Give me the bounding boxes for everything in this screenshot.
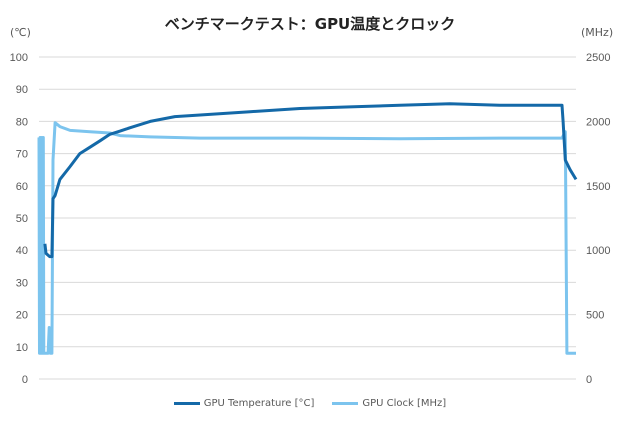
right-axis-unit: (MHz): [581, 26, 614, 39]
legend-label: GPU Clock [MHz]: [362, 398, 447, 409]
left-tick-label: 20: [16, 310, 28, 322]
left-tick-label: 40: [16, 245, 28, 257]
left-tick-label: 80: [16, 116, 28, 128]
series-line-temperature: [43, 102, 578, 259]
chart-title: ベンチマークテスト：GPU温度とクロック: [164, 15, 456, 33]
legend-swatch: [332, 402, 359, 405]
right-tick-label: 500: [586, 310, 604, 322]
series-line-clock: [37, 121, 576, 355]
right-tick-label: 2500: [586, 52, 610, 64]
legend-item-temperature: GPU Temperature [°C]: [173, 398, 315, 409]
legend-swatch: [173, 402, 200, 405]
left-axis-unit: (℃): [10, 26, 31, 39]
legend: GPU Temperature [°C] GPU Clock [MHz]: [0, 398, 620, 409]
left-tick-label: 60: [16, 181, 28, 193]
legend-item-clock: GPU Clock [MHz]: [332, 398, 446, 409]
right-tick-label: 1000: [586, 245, 610, 257]
left-tick-label: 70: [16, 149, 28, 161]
left-tick-label: 100: [10, 52, 28, 64]
left-tick-label: 10: [16, 342, 28, 354]
left-tick-label: 50: [16, 213, 28, 225]
right-tick-label: 0: [586, 374, 592, 386]
left-tick-label: 30: [16, 277, 28, 289]
right-tick-label: 2000: [586, 116, 610, 128]
legend-label: GPU Temperature [°C]: [203, 398, 315, 409]
left-tick-label: 0: [22, 374, 28, 386]
right-tick-label: 1500: [586, 181, 610, 193]
left-tick-label: 90: [16, 84, 28, 96]
